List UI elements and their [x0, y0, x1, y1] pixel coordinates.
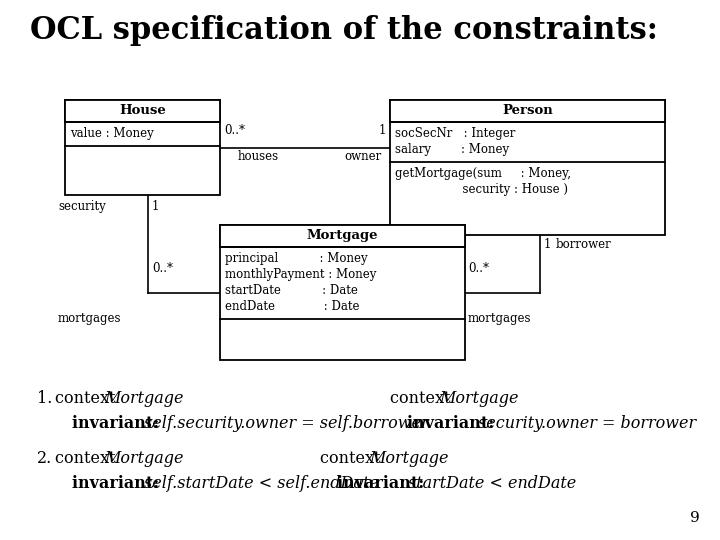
Text: Mortgage: Mortgage — [440, 390, 519, 407]
Text: Mortgage: Mortgage — [104, 450, 184, 467]
Text: self.startDate < self.endDate: self.startDate < self.endDate — [143, 475, 378, 492]
Text: 2.: 2. — [37, 450, 53, 467]
Text: context: context — [320, 450, 386, 467]
Text: houses: houses — [238, 150, 279, 163]
Text: 0..*: 0..* — [224, 124, 245, 137]
Text: OCL specification of the constraints:: OCL specification of the constraints: — [30, 15, 658, 46]
Text: 0..*: 0..* — [152, 262, 173, 275]
Text: Mortgage: Mortgage — [307, 230, 378, 242]
Text: principal           : Money: principal : Money — [225, 252, 368, 265]
Text: 1: 1 — [152, 200, 159, 213]
Text: House: House — [119, 105, 166, 118]
Text: security.owner = borrower: security.owner = borrower — [479, 415, 697, 432]
Text: value : Money: value : Money — [70, 127, 154, 140]
Text: invariant:: invariant: — [337, 475, 430, 492]
Text: salary        : Money: salary : Money — [395, 143, 509, 156]
Text: 1: 1 — [379, 124, 386, 137]
Text: monthlyPayment : Money: monthlyPayment : Money — [225, 268, 377, 281]
Text: borrower: borrower — [556, 238, 612, 251]
Bar — [390, 100, 665, 122]
Text: 1.: 1. — [37, 390, 53, 407]
Text: context: context — [55, 390, 121, 407]
Text: security: security — [58, 200, 106, 213]
Text: getMortgage(sum     : Money,: getMortgage(sum : Money, — [395, 167, 571, 180]
Bar — [65, 100, 220, 122]
Text: invariant:: invariant: — [72, 415, 165, 432]
Text: startDate < endDate: startDate < endDate — [408, 475, 577, 492]
Text: 0..*: 0..* — [468, 262, 489, 275]
Text: 1: 1 — [544, 238, 552, 251]
Text: owner: owner — [345, 150, 382, 163]
Text: mortgages: mortgages — [468, 312, 531, 325]
Text: endDate             : Date: endDate : Date — [225, 300, 359, 313]
Text: Person: Person — [502, 105, 553, 118]
Bar — [220, 225, 465, 247]
Bar — [65, 100, 220, 195]
Text: invariant:: invariant: — [407, 415, 500, 432]
Text: Mortgage: Mortgage — [104, 390, 184, 407]
Text: self.security.owner = self.borrower: self.security.owner = self.borrower — [143, 415, 428, 432]
Text: context: context — [55, 450, 121, 467]
Text: startDate           : Date: startDate : Date — [225, 284, 358, 297]
Text: 9: 9 — [690, 511, 700, 525]
Bar — [390, 100, 665, 235]
Bar — [220, 225, 465, 360]
Text: mortgages: mortgages — [58, 312, 122, 325]
Text: socSecNr   : Integer: socSecNr : Integer — [395, 127, 516, 140]
Text: security : House ): security : House ) — [395, 183, 568, 196]
Text: Mortgage: Mortgage — [369, 450, 449, 467]
Text: invariant:: invariant: — [72, 475, 165, 492]
Text: context: context — [390, 390, 456, 407]
